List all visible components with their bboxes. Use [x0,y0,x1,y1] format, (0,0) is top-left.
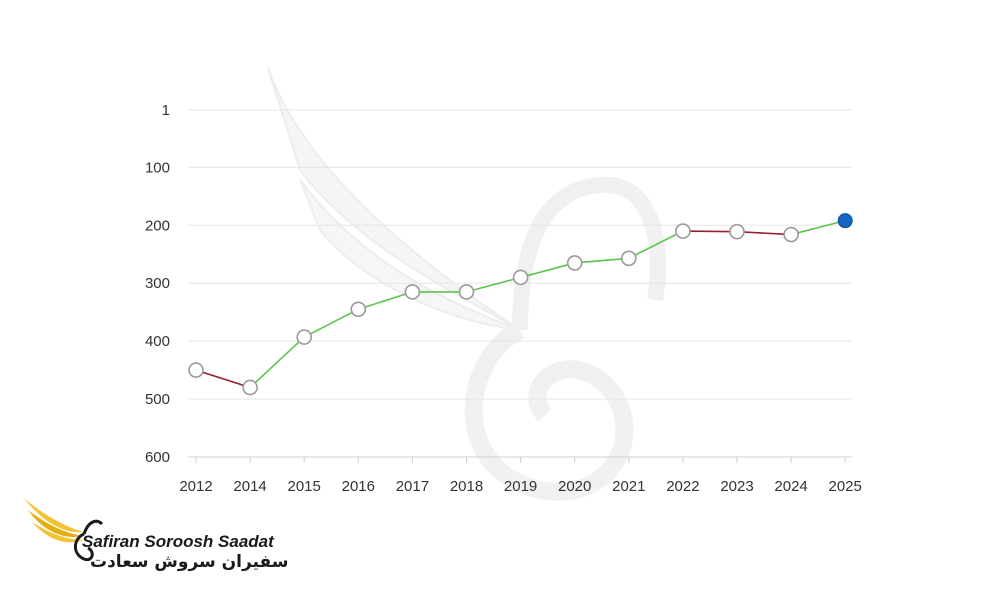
x-tick-label: 2020 [558,478,591,495]
data-point [566,255,583,271]
x-tick-labels: 2012 2014 2015 2016 2017 2018 2019 2020 2021 2022… [179,478,862,495]
x-tick-label: 2012 [179,478,212,495]
series-markers [188,213,853,396]
y-tick-label: 500 [145,391,170,408]
x-tick-label: 2015 [288,478,321,495]
brand-logo: Safiran Soroosh Saadat سفیران سروش سعادت [22,494,292,580]
x-tick-label: 2024 [774,478,807,495]
y-tick-label: 1 [162,102,170,119]
series-segment [574,257,629,264]
y-tick-labels: 1 100 200 300 400 500 600 [145,102,170,466]
data-point [783,226,799,243]
x-tick-label: 2025 [829,478,862,495]
brand-name-persian: سفیران سروش سعادت [90,552,289,572]
series-segment [195,369,251,389]
axes [188,456,852,463]
data-point [242,379,258,396]
x-tick-label: 2022 [666,478,699,495]
brand-name-english: Safiran Soroosh Saadat [82,532,274,551]
x-tick-label: 2018 [450,478,483,495]
x-tick-label: 2021 [612,478,645,495]
data-point [675,223,691,239]
y-tick-label: 600 [145,449,170,466]
series-segment [628,230,684,260]
x-tick-label: 2019 [504,478,537,495]
data-point [188,362,204,378]
x-tick-label: 2016 [342,478,375,495]
y-tick-label: 200 [145,217,170,234]
data-point [620,250,637,267]
series-segment [466,276,521,293]
data-point [404,284,421,300]
grid-lines [188,109,852,400]
watermark-logo [267,67,666,501]
series-segment [303,308,359,338]
data-point [458,284,475,300]
series-segment [358,291,413,311]
data-point [350,301,367,318]
data-point [729,223,745,240]
series-segment [520,262,575,279]
series-segment [790,219,846,236]
y-tick-label: 100 [145,159,170,176]
wing-icon [24,498,104,562]
series-segment [682,230,738,233]
series-segment [736,230,792,236]
y-tick-label: 300 [145,275,170,292]
data-point [296,329,313,345]
x-tick-label: 2023 [720,478,753,495]
series-line [195,219,846,389]
data-point-latest [837,213,853,229]
data-point [512,269,529,286]
series-segment [249,336,305,389]
x-tick-label: 2017 [396,478,429,495]
x-tick-label: 2014 [233,478,266,495]
y-tick-label: 400 [145,333,170,350]
